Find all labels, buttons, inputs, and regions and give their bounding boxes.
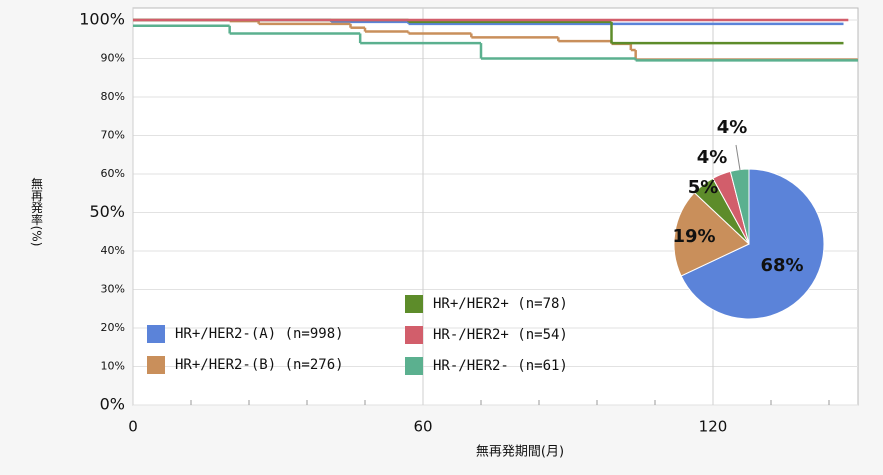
legend-swatch — [147, 356, 165, 374]
pie-label: 68% — [760, 255, 803, 276]
pie-label: 19% — [672, 226, 715, 247]
y-tick-label: 20% — [101, 321, 125, 334]
y-tick-label: 0% — [100, 395, 125, 414]
y-axis-label: 無再発率(%) — [30, 176, 44, 246]
y-tick-label: 100% — [79, 10, 125, 29]
pie-slice — [680, 168, 825, 320]
y-tick-label: 80% — [101, 90, 125, 103]
pie-label: 4% — [697, 147, 728, 168]
legend-swatch — [147, 325, 165, 343]
y-tick-label: 30% — [101, 283, 125, 296]
y-tick-label: 40% — [101, 244, 125, 257]
leader-line — [735, 144, 741, 171]
x-tick-label: 60 — [413, 418, 432, 436]
legend-label: HR+/HER2-(A) (n=998) — [175, 326, 344, 342]
x-tick-label: 0 — [128, 418, 138, 436]
pie-label: 4% — [717, 117, 748, 138]
x-tick-label: 120 — [699, 418, 728, 436]
legend-label: HR-/HER2- (n=61) — [433, 358, 568, 374]
legend-label: HR-/HER2+ (n=54) — [433, 327, 568, 343]
pie-slice — [673, 191, 750, 277]
y-tick-label: 70% — [101, 129, 125, 142]
x-axis-label: 無再発期間(月) — [476, 445, 564, 460]
pie-label: 5% — [688, 177, 719, 198]
y-tick-label: 90% — [101, 52, 125, 65]
legend-swatch — [405, 326, 423, 344]
legend-label: HR+/HER2+ (n=78) — [433, 296, 568, 312]
y-tick-label: 60% — [101, 167, 125, 180]
y-tick-label: 50% — [89, 202, 125, 221]
y-tick-label: 10% — [101, 360, 125, 373]
legend-swatch — [405, 357, 423, 375]
legend-label: HR+/HER2-(B) (n=276) — [175, 357, 344, 373]
legend-swatch — [405, 295, 423, 313]
